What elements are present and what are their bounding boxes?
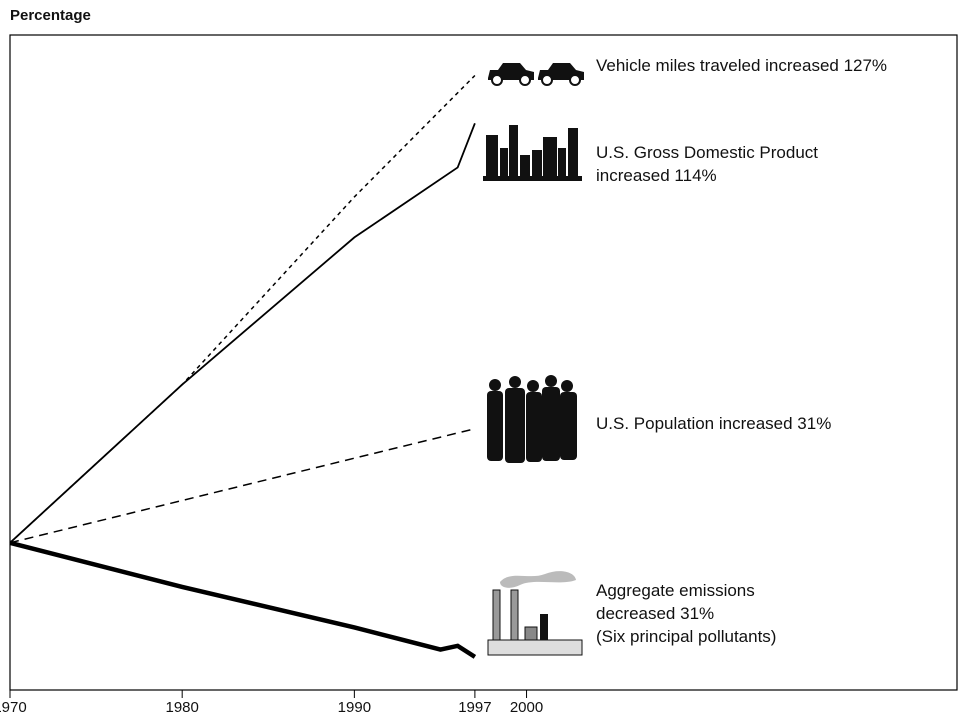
annotation: U.S. Population increased 31% (596, 414, 831, 433)
chart: Percentage 1970 1980 1990 1997 2000 Vehicle m… (0, 0, 962, 717)
annotation: Vehicle miles traveled increased 127% (596, 56, 887, 75)
annotation: U.S. Gross Domestic Product (596, 143, 818, 162)
annotation: decreased 31% (596, 604, 714, 623)
car-icon (488, 63, 584, 85)
x-tick-label: 1980 (165, 699, 198, 716)
x-tick-label: 1990 (338, 699, 371, 716)
factory-icon (488, 571, 582, 655)
x-tick-label: 1997 (458, 699, 491, 716)
series-line (10, 543, 475, 657)
chart-title: Percentage (10, 7, 91, 24)
annotation: (Six principal pollutants) (596, 627, 776, 646)
people-icon (487, 375, 577, 463)
x-tick-label: 2000 (510, 699, 543, 716)
series-line (10, 75, 475, 542)
city-icon (483, 125, 582, 181)
series-line (10, 123, 475, 542)
x-tick-label: 1970 (0, 699, 27, 716)
annotation: Aggregate emissions (596, 581, 755, 600)
annotation: increased 114% (596, 166, 717, 185)
series-line (10, 429, 475, 543)
plot-frame (10, 35, 957, 690)
